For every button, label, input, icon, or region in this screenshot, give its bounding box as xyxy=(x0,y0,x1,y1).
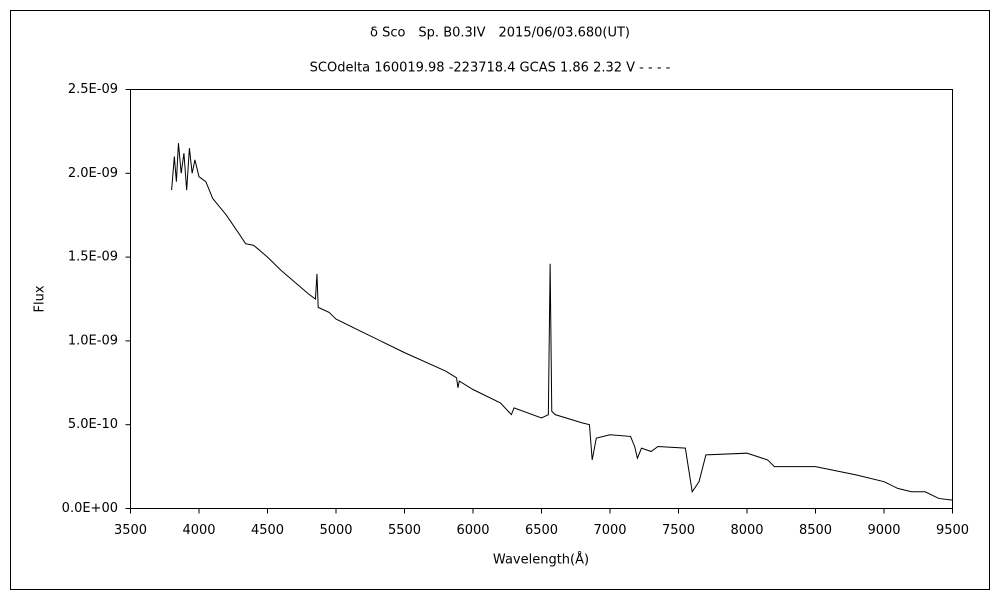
y-axis-label: Flux xyxy=(33,285,48,312)
spectrum-line xyxy=(171,143,953,501)
chart-subtitle: SCOdelta 160019.98 -223718.4 GCAS 1.86 2… xyxy=(310,61,671,76)
chart-title: δ Sco Sp. B0.3IV 2015/06/03.680(UT) xyxy=(370,26,630,41)
chart-border xyxy=(10,10,990,590)
x-tick-label: 4000 xyxy=(182,523,215,538)
x-tick-label: 3500 xyxy=(114,523,147,538)
y-tick-label: 5.0E-10 xyxy=(68,417,118,432)
y-tick-label: 2.5E-09 xyxy=(68,82,118,97)
x-tick-label: 5000 xyxy=(319,523,352,538)
x-tick-label: 4500 xyxy=(251,523,284,538)
x-tick-label: 7000 xyxy=(593,523,626,538)
y-tick-label: 0.0E+00 xyxy=(62,501,118,516)
x-tick-label: 7500 xyxy=(662,523,695,538)
x-tick-label: 5500 xyxy=(388,523,421,538)
y-tick-label: 2.0E-09 xyxy=(68,166,118,181)
y-tick-label: 1.0E-09 xyxy=(68,333,118,348)
y-tick-label: 1.5E-09 xyxy=(68,250,118,265)
x-tick-label: 6000 xyxy=(456,523,489,538)
plot-area xyxy=(130,89,953,509)
x-axis-label: Wavelength(Å) xyxy=(493,552,589,568)
x-tick-label: 9500 xyxy=(936,523,969,538)
x-tick-label: 6500 xyxy=(525,523,558,538)
x-tick-label: 8000 xyxy=(730,523,763,538)
x-tick-label: 8500 xyxy=(799,523,832,538)
x-tick-label: 9000 xyxy=(867,523,900,538)
